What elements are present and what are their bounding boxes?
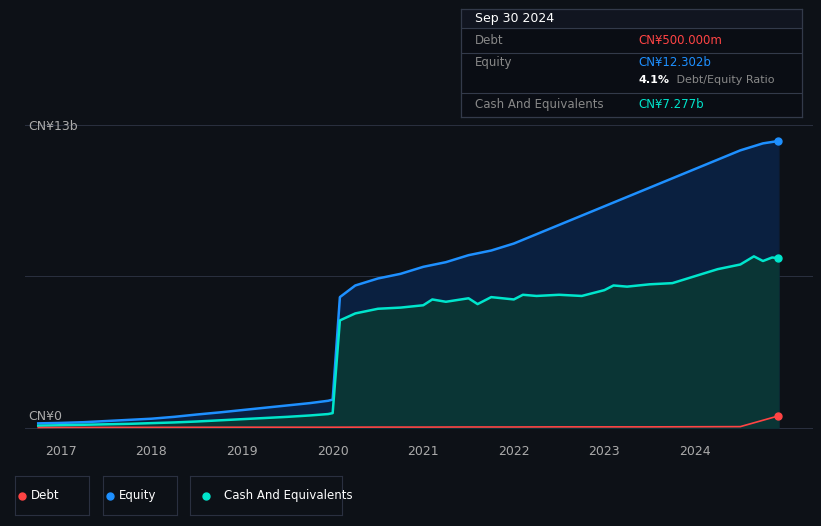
- Text: CN¥0: CN¥0: [29, 410, 62, 423]
- Text: Sep 30 2024: Sep 30 2024: [475, 12, 554, 25]
- Text: Cash And Equivalents: Cash And Equivalents: [224, 489, 352, 502]
- Text: Debt: Debt: [475, 34, 503, 47]
- Text: Debt: Debt: [31, 489, 60, 502]
- Text: Equity: Equity: [475, 56, 512, 69]
- Text: CN¥13b: CN¥13b: [29, 119, 78, 133]
- Text: 4.1%: 4.1%: [639, 75, 670, 85]
- Bar: [461, 9, 802, 28]
- Text: CN¥12.302b: CN¥12.302b: [639, 56, 712, 69]
- Text: Cash And Equivalents: Cash And Equivalents: [475, 98, 603, 112]
- Text: CN¥7.277b: CN¥7.277b: [639, 98, 704, 112]
- Text: CN¥500.000m: CN¥500.000m: [639, 34, 722, 47]
- Text: Debt/Equity Ratio: Debt/Equity Ratio: [672, 75, 774, 85]
- Text: Equity: Equity: [119, 489, 156, 502]
